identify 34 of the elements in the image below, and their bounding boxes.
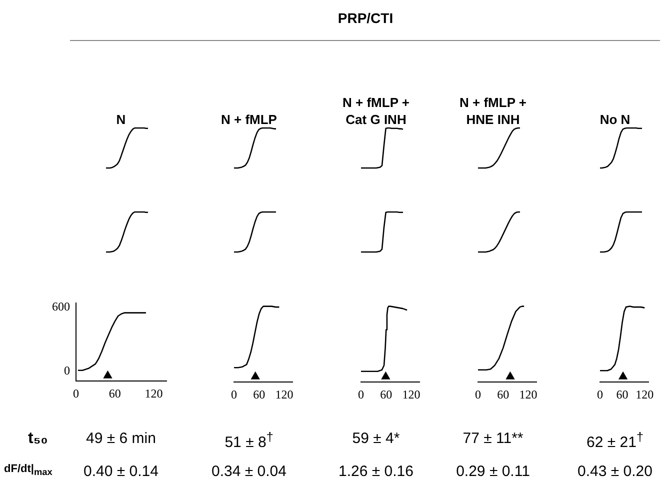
text: 59 ± 4* — [352, 430, 400, 447]
text: 77 ± 11** — [462, 430, 524, 447]
y-tick-label: 600 — [52, 300, 70, 314]
x-tick-label: 0 — [475, 387, 481, 402]
text: dF/dt|$_{max}$ — [4, 463, 52, 478]
x-tick-label: 60 — [380, 387, 392, 402]
x-tick-label: 0 — [597, 387, 603, 402]
text: 0.29 ± 0.11 — [456, 463, 530, 480]
chart-title: N — [116, 111, 126, 128]
chart-title: N + fMLP — [221, 111, 277, 128]
text: 1.26 ± 0.16 — [338, 463, 414, 480]
x-tick-label: 120 — [636, 387, 654, 402]
x-tick-label: 60 — [253, 387, 266, 402]
x-tick-label: 120 — [144, 386, 163, 401]
chart-title: N + fMLP + HNE INH — [460, 94, 526, 128]
chart-title: No N — [600, 111, 630, 128]
x-tick-label: 60 — [497, 387, 510, 402]
x-tick-label: 120 — [275, 387, 294, 402]
text: 51 ± 8$^{†}$ — [224, 430, 274, 451]
text: 0.43 ± 0.20 — [578, 463, 652, 480]
x-tick-label: 0 — [358, 387, 364, 402]
x-tick-label: 0 — [73, 386, 79, 401]
x-tick-label: 0 — [231, 387, 237, 402]
text: 62 ± 21$^{†}$ — [586, 430, 644, 451]
text: 0.34 ± 0.04 — [212, 463, 286, 480]
x-tick-label: 60 — [108, 386, 121, 401]
x-tick-label: 120 — [519, 387, 538, 402]
x-tick-label: 60 — [616, 387, 628, 402]
text: 0.40 ± 0.14 — [84, 463, 158, 480]
text: t₅₀ — [28, 430, 48, 448]
x-tick-label: 120 — [402, 387, 420, 402]
chart-title: N + fMLP + Cat G INH — [342, 94, 410, 128]
text: 49 ± 6 min — [86, 430, 156, 447]
text: PRP/CTI — [336, 10, 394, 26]
